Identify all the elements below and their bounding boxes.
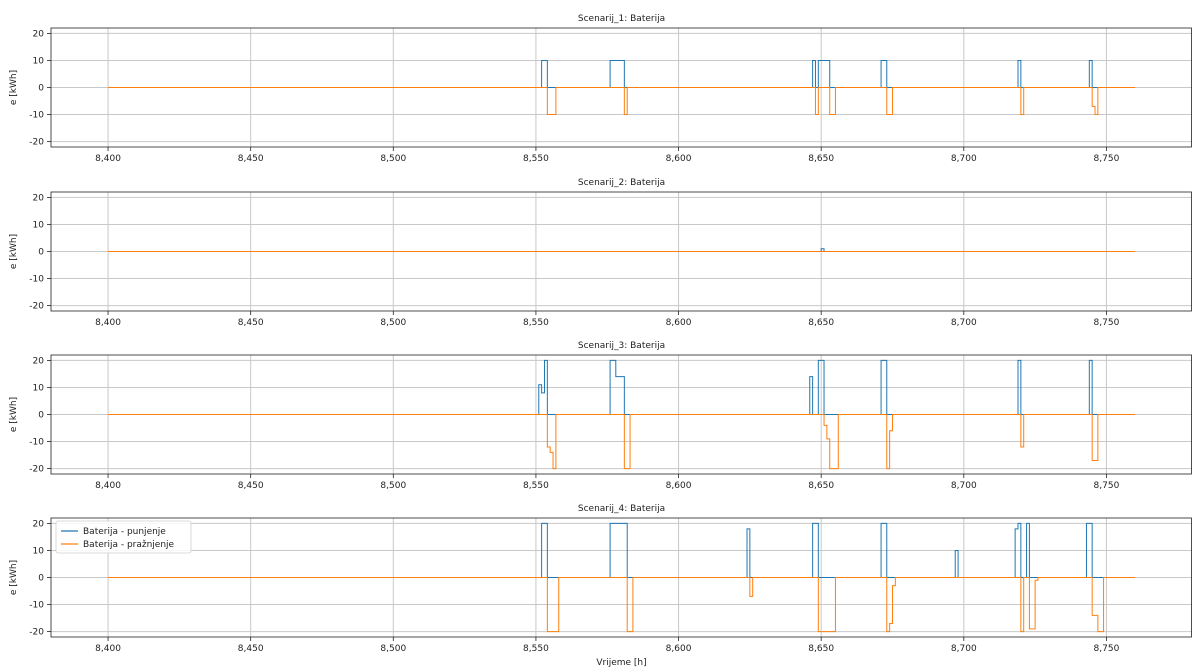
x-tick-label: 8,550 — [523, 644, 549, 654]
y-tick-label: -20 — [29, 628, 44, 638]
y-axis-label: e [kWh] — [9, 234, 19, 269]
x-tick-label: 8,700 — [951, 644, 977, 654]
subplot-2: 8,400 8,450 8,500 8,550 8,600 8,650 8,700 8,750… — [9, 178, 1192, 328]
series-line-praznjenje — [108, 87, 1135, 116]
series-line-punjenje — [108, 59, 1135, 88]
x-axis-label: Vrijeme [h] — [596, 658, 646, 668]
legend-label: Baterija - pražnjenje — [83, 540, 175, 550]
x-tick-label: 8,450 — [238, 154, 264, 164]
x-tick-label: 8,550 — [523, 154, 549, 164]
y-tick-label: -20 — [29, 138, 44, 148]
legend: Baterija - punjenje Baterija - pražnjenje — [55, 520, 192, 554]
x-tick-label: 8,600 — [666, 644, 692, 654]
x-tick-label: 8,550 — [523, 481, 549, 491]
series-line-praznjenje — [108, 414, 1135, 470]
x-tick-label: 8,600 — [666, 481, 692, 491]
y-tick-label: 20 — [33, 519, 45, 529]
y-tick-label: -20 — [29, 302, 44, 312]
subplot-3: 8,400 8,450 8,500 8,550 8,600 8,650 8,700 8,750… — [9, 341, 1192, 491]
x-tick-label: 8,750 — [1094, 154, 1120, 164]
x-tick-label: 8,400 — [95, 318, 121, 328]
x-tick-label: 8,400 — [95, 644, 121, 654]
series-line-praznjenje — [108, 577, 1135, 633]
subplot-title: Scenarij_4: Baterija — [578, 504, 665, 514]
x-tick-label: 8,700 — [951, 481, 977, 491]
y-tick-label: -10 — [29, 438, 44, 448]
y-axis-label: e [kWh] — [9, 560, 19, 595]
x-tick-label: 8,600 — [666, 318, 692, 328]
x-tick-label: 8,650 — [808, 154, 834, 164]
y-tick-label: 20 — [33, 193, 45, 203]
series-line-punjenje — [108, 522, 1135, 578]
y-axis-label: e [kWh] — [9, 397, 19, 432]
y-tick-label: -10 — [29, 275, 44, 285]
x-tick-label: 8,450 — [238, 644, 264, 654]
subplot-title: Scenarij_1: Baterija — [578, 14, 665, 24]
y-axis-label: e [kWh] — [9, 70, 19, 105]
y-tick-label: -20 — [29, 465, 44, 475]
y-tick-label: 0 — [38, 411, 44, 421]
y-tick-label: 0 — [38, 574, 44, 584]
x-tick-label: 8,450 — [238, 318, 264, 328]
x-tick-label: 8,500 — [380, 481, 406, 491]
y-tick-label: 10 — [33, 546, 45, 556]
x-tick-label: 8,700 — [951, 154, 977, 164]
x-tick-label: 8,600 — [666, 154, 692, 164]
x-tick-label: 8,500 — [380, 644, 406, 654]
y-tick-label: 0 — [38, 84, 44, 94]
y-tick-label: 20 — [33, 29, 45, 39]
y-tick-label: -10 — [29, 601, 44, 611]
x-tick-label: 8,750 — [1094, 644, 1120, 654]
x-tick-label: 8,650 — [808, 644, 834, 654]
x-tick-label: 8,750 — [1094, 318, 1120, 328]
y-tick-label: -10 — [29, 111, 44, 121]
y-tick-label: 10 — [33, 56, 45, 66]
y-tick-label: 10 — [33, 220, 45, 230]
legend-box — [55, 520, 192, 554]
x-tick-label: 8,550 — [523, 318, 549, 328]
subplot-title: Scenarij_2: Baterija — [578, 178, 665, 188]
series-line-punjenje — [108, 359, 1135, 415]
subplot-title: Scenarij_3: Baterija — [578, 341, 665, 351]
x-tick-label: 8,700 — [951, 318, 977, 328]
subplot-1: 8,400 8,450 8,500 8,550 8,600 8,650 8,700 8,750… — [9, 14, 1192, 164]
legend-label: Baterija - punjenje — [83, 527, 166, 537]
x-tick-label: 8,650 — [808, 481, 834, 491]
subplot-4: 8,400 8,450 8,500 8,550 8,600 8,650 8,700 8,750… — [9, 504, 1192, 668]
x-tick-label: 8,400 — [95, 154, 121, 164]
x-tick-label: 8,750 — [1094, 481, 1120, 491]
y-tick-label: 20 — [33, 356, 45, 366]
x-tick-label: 8,400 — [95, 481, 121, 491]
x-tick-label: 8,500 — [380, 318, 406, 328]
x-tick-label: 8,450 — [238, 481, 264, 491]
x-tick-label: 8,650 — [808, 318, 834, 328]
y-tick-label: 0 — [38, 248, 44, 258]
x-tick-label: 8,500 — [380, 154, 406, 164]
y-tick-label: 10 — [33, 383, 45, 393]
